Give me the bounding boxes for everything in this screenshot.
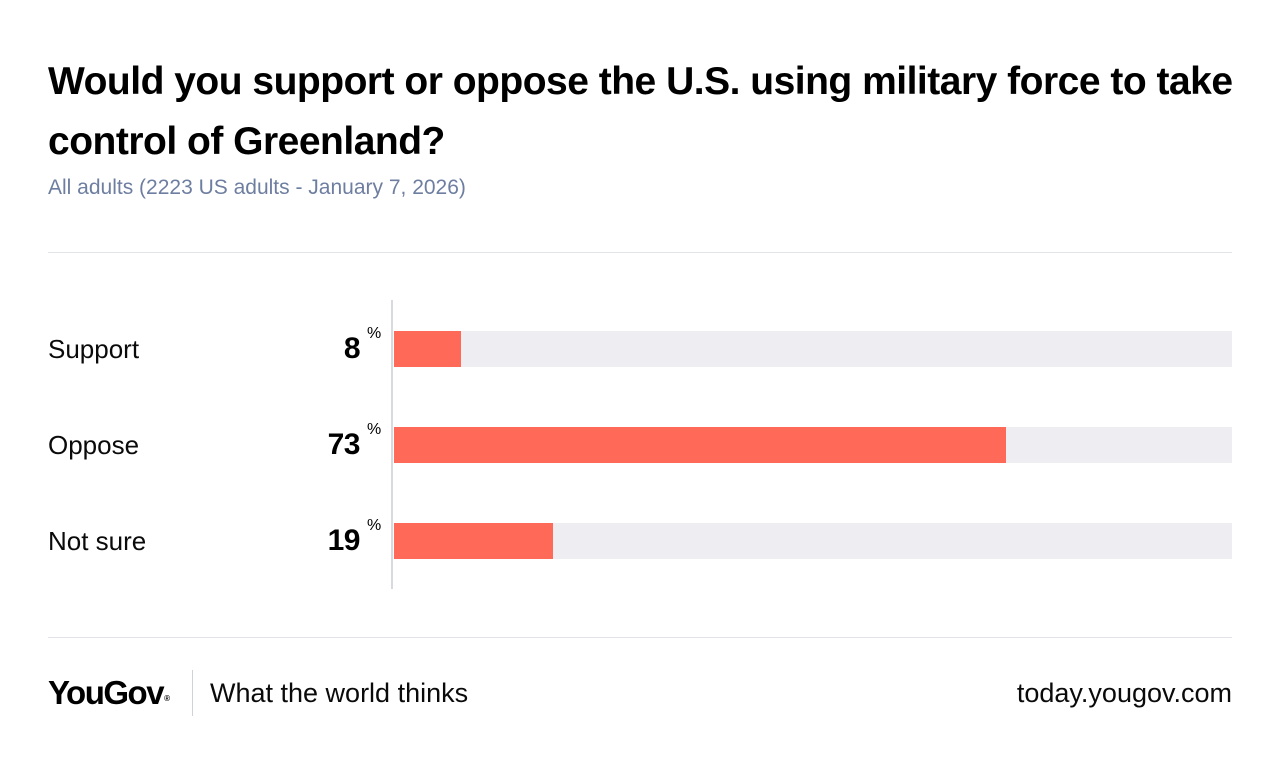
bar-oppose: [394, 427, 1006, 463]
chart-title: Would you support or oppose the U.S. usi…: [48, 60, 1233, 163]
bar-value-label: 73: [327, 428, 361, 461]
footer-url-link[interactable]: today.yougov.com: [1016, 678, 1232, 708]
bar-row: Oppose 73%: [0, 421, 1280, 463]
footer-tagline: What the world thinks: [210, 678, 469, 708]
bar-value-label: 19: [327, 524, 361, 557]
yougov-logo[interactable]: YouGov®: [48, 671, 170, 715]
bar-support: [394, 331, 462, 367]
bar-unit-label: %: [367, 421, 382, 438]
yougov-logo-text: YouGov: [48, 674, 165, 711]
top-divider: [48, 252, 1232, 253]
bar-category-label: Support: [48, 334, 140, 364]
chart-subtitle: All adults (2223 US adults - January 7, …: [48, 176, 466, 199]
registered-mark: ®: [164, 694, 170, 703]
bar-track: [394, 331, 1232, 367]
bar-row: Support 8%: [0, 325, 1280, 367]
bar-track: [394, 523, 1232, 559]
bar-not-sure: [394, 523, 554, 559]
bar-row: Not sure 19%: [0, 517, 1280, 559]
footer-divider: [192, 670, 193, 716]
bar-category-label: Oppose: [48, 430, 140, 460]
bar-track: [394, 427, 1232, 463]
bottom-divider: [48, 637, 1232, 638]
bar-category-label: Not sure: [48, 526, 147, 556]
bar-value-label: 8: [343, 332, 361, 365]
bar-unit-label: %: [367, 325, 382, 342]
bar-unit-label: %: [367, 517, 382, 534]
bar-axis-line: [391, 300, 393, 589]
